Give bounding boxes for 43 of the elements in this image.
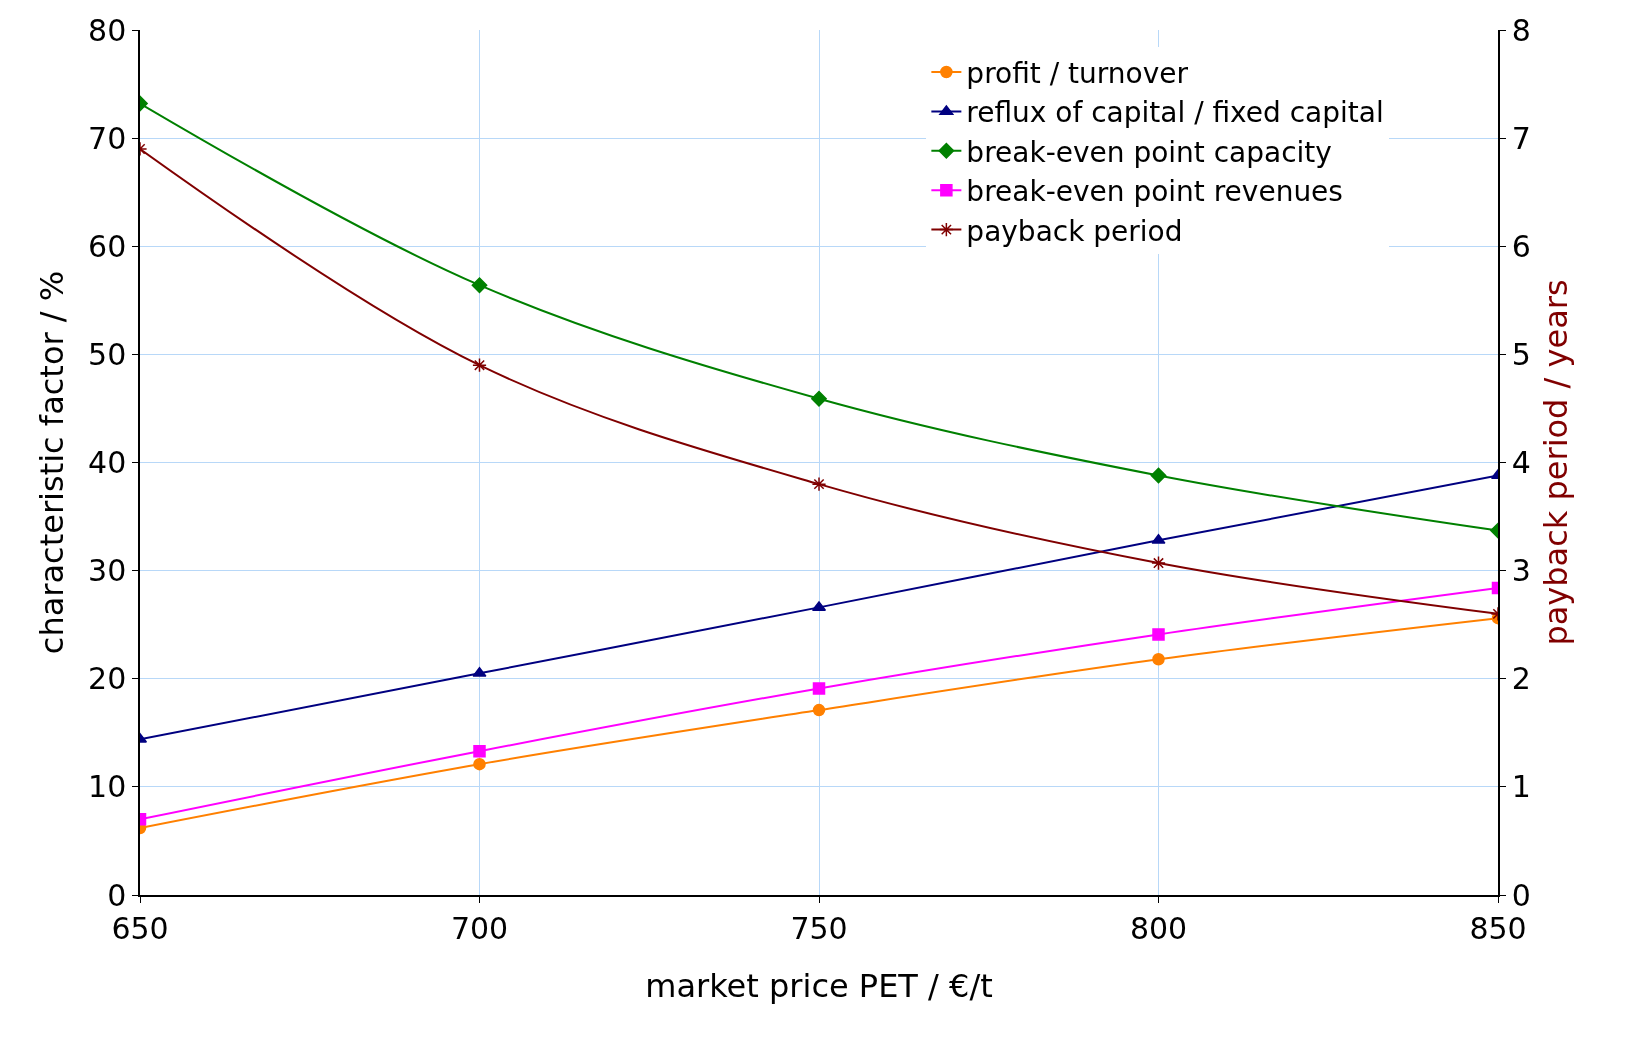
point xyxy=(1151,555,1166,571)
y-tick-label: 10 xyxy=(88,769,127,805)
point xyxy=(811,390,827,407)
y2-tick-label: 8 xyxy=(1511,12,1531,48)
y2-tick-label: 0 xyxy=(1511,877,1531,913)
x-tick-label: 800 xyxy=(1129,910,1188,946)
y2-tick-label: 3 xyxy=(1511,553,1531,589)
y-tick-label: 40 xyxy=(88,445,127,480)
y-axis-title: characteristic factor / % xyxy=(32,270,71,655)
y2-tick-label: 2 xyxy=(1511,661,1531,697)
y-tick-label: 70 xyxy=(88,120,127,156)
y-tick-label: 20 xyxy=(88,661,127,697)
x-tick-label: 750 xyxy=(790,910,848,946)
point xyxy=(472,357,487,373)
point xyxy=(471,277,488,294)
point xyxy=(1150,467,1167,484)
y2-tick-label: 4 xyxy=(1511,445,1531,480)
y2-tick-label: 6 xyxy=(1511,228,1531,264)
x-axis-title: market price PET / €/t xyxy=(645,967,993,1006)
point xyxy=(473,744,486,758)
legend-label: reflux of capital / fixed capital xyxy=(966,96,1384,130)
point xyxy=(1152,628,1165,641)
x-tick-label: 650 xyxy=(111,910,169,946)
y-tick-label: 60 xyxy=(88,228,127,264)
y2-tick-label: 5 xyxy=(1511,336,1531,372)
legend-label: profit / turnover xyxy=(966,56,1189,90)
y2-axis-title: payback period / years xyxy=(1537,279,1576,646)
point xyxy=(811,476,827,492)
y-tick-label: 80 xyxy=(88,12,127,48)
point xyxy=(473,757,486,771)
x-tick-label: 850 xyxy=(1469,910,1527,946)
y-tick-label: 0 xyxy=(107,877,127,913)
legend-label: break-even point capacity xyxy=(966,135,1332,169)
point xyxy=(1152,653,1165,666)
x-tick-label: 700 xyxy=(450,910,509,946)
y2-tick-label: 7 xyxy=(1511,120,1531,156)
y-tick-label: 50 xyxy=(88,336,127,372)
legend-label: break-even point revenues xyxy=(966,175,1343,209)
y2-tick-label: 1 xyxy=(1511,769,1531,805)
y-tick-label: 30 xyxy=(88,553,127,589)
point xyxy=(812,703,826,717)
legend-label: payback period xyxy=(966,214,1183,248)
point xyxy=(812,682,826,695)
